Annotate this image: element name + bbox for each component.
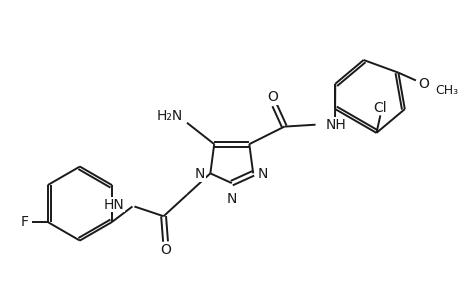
Text: N: N: [195, 167, 205, 181]
Text: NH: NH: [325, 118, 345, 132]
Text: CH₃: CH₃: [435, 84, 458, 97]
Text: O: O: [417, 77, 428, 91]
Text: N: N: [257, 167, 268, 181]
Text: F: F: [20, 215, 28, 229]
Text: N: N: [226, 192, 236, 206]
Text: O: O: [160, 243, 171, 257]
Text: H₂N: H₂N: [157, 109, 183, 123]
Text: Cl: Cl: [373, 100, 386, 115]
Text: O: O: [267, 90, 278, 104]
Text: HN: HN: [104, 197, 124, 212]
